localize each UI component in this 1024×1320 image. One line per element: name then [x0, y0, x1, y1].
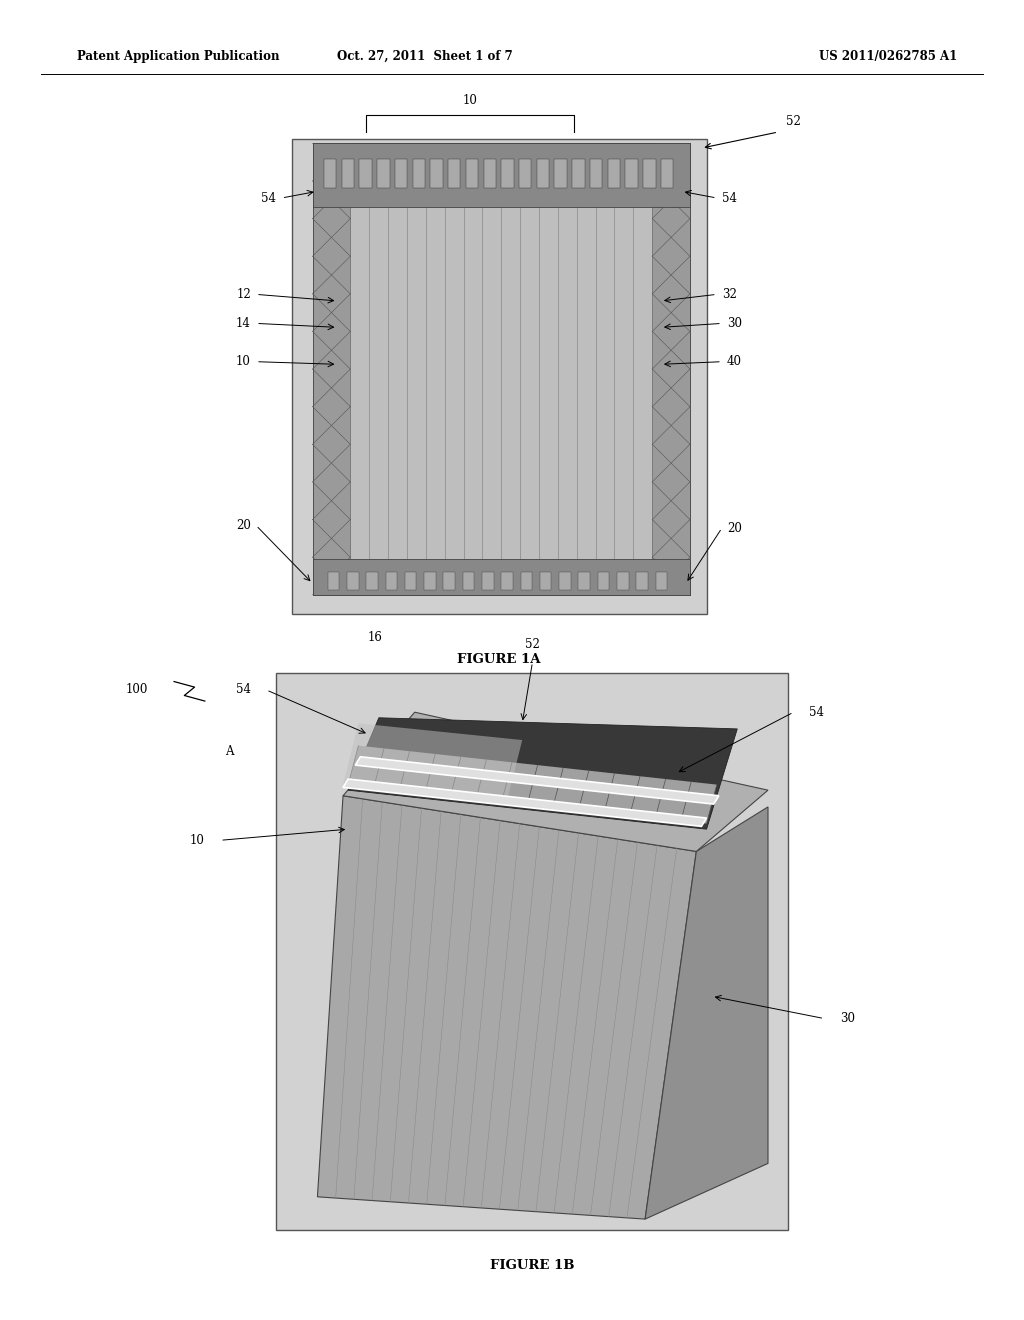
Bar — [367, 573, 378, 590]
Polygon shape — [348, 746, 717, 824]
Text: 54: 54 — [236, 684, 251, 697]
Bar — [572, 160, 585, 187]
Text: 52: 52 — [525, 638, 540, 651]
Bar — [328, 573, 339, 590]
Bar — [502, 160, 514, 187]
Text: 100: 100 — [126, 684, 148, 697]
Bar — [404, 573, 417, 590]
Text: 20: 20 — [727, 521, 742, 535]
Bar — [424, 573, 435, 590]
Text: A: A — [225, 744, 233, 758]
Text: 10: 10 — [189, 834, 205, 847]
Bar — [359, 160, 372, 187]
Bar — [312, 144, 690, 595]
Bar — [554, 160, 567, 187]
Text: 40: 40 — [727, 355, 742, 368]
Text: Patent Application Publication: Patent Application Publication — [77, 50, 280, 63]
Text: 10: 10 — [236, 355, 251, 368]
Bar — [276, 673, 788, 1230]
Bar — [482, 573, 494, 590]
Bar — [312, 144, 690, 206]
Text: FIGURE 1B: FIGURE 1B — [490, 1259, 574, 1272]
Polygon shape — [645, 807, 768, 1220]
Text: 14: 14 — [236, 317, 251, 330]
Text: FIGURE 1A: FIGURE 1A — [458, 653, 541, 667]
Bar — [377, 160, 389, 187]
Bar — [350, 206, 652, 558]
Bar — [443, 573, 455, 590]
Polygon shape — [343, 713, 768, 851]
Polygon shape — [343, 723, 522, 801]
Bar — [292, 139, 707, 614]
Bar — [519, 160, 531, 187]
Text: 12: 12 — [237, 288, 251, 301]
Bar — [347, 573, 358, 590]
Bar — [312, 144, 350, 595]
Text: 30: 30 — [840, 1012, 855, 1026]
Bar — [607, 160, 621, 187]
Text: 54: 54 — [261, 191, 276, 205]
Bar — [449, 160, 461, 187]
Bar — [660, 160, 674, 187]
Bar — [342, 160, 354, 187]
Bar — [463, 573, 474, 590]
Bar — [430, 160, 442, 187]
Text: 54: 54 — [809, 706, 824, 718]
Bar — [655, 573, 668, 590]
Bar — [395, 160, 408, 187]
Text: 10: 10 — [463, 94, 477, 107]
Bar — [579, 573, 590, 590]
Text: 16: 16 — [368, 631, 382, 644]
Text: 30: 30 — [727, 317, 742, 330]
Bar — [537, 160, 549, 187]
Polygon shape — [343, 779, 707, 826]
Bar — [598, 573, 609, 590]
Text: 52: 52 — [786, 115, 802, 128]
Bar — [324, 160, 336, 187]
Bar — [626, 160, 638, 187]
Bar — [590, 160, 602, 187]
Text: US 2011/0262785 A1: US 2011/0262785 A1 — [819, 50, 957, 63]
Bar — [466, 160, 478, 187]
Bar — [413, 160, 425, 187]
Polygon shape — [317, 796, 696, 1220]
Bar — [636, 573, 648, 590]
Bar — [617, 573, 629, 590]
Bar — [540, 573, 552, 590]
Bar — [643, 160, 655, 187]
Text: 20: 20 — [236, 519, 251, 532]
Bar — [483, 160, 496, 187]
Text: 54: 54 — [722, 191, 737, 205]
Text: 32: 32 — [722, 288, 737, 301]
Bar — [386, 573, 397, 590]
Bar — [312, 558, 690, 595]
Bar — [502, 573, 513, 590]
Bar — [652, 144, 690, 595]
Polygon shape — [355, 756, 719, 804]
Polygon shape — [348, 718, 737, 829]
Text: Oct. 27, 2011  Sheet 1 of 7: Oct. 27, 2011 Sheet 1 of 7 — [337, 50, 513, 63]
Bar — [520, 573, 532, 590]
Bar — [559, 573, 570, 590]
